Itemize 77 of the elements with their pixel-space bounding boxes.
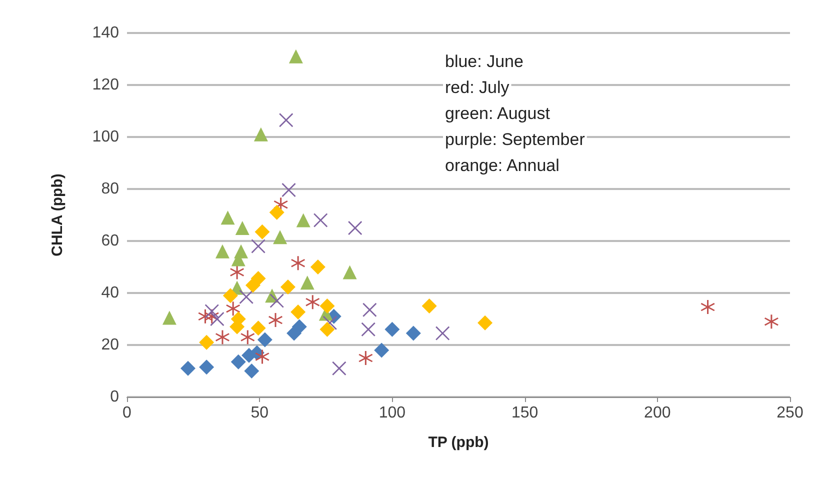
point [478, 315, 493, 330]
point [215, 330, 230, 344]
point [764, 314, 778, 329]
point [244, 364, 260, 378]
y-tick-label: 40 [101, 284, 120, 302]
point [204, 304, 219, 318]
point [254, 224, 270, 240]
point [250, 320, 266, 336]
point [310, 260, 326, 274]
point [422, 298, 437, 314]
point [348, 221, 362, 235]
point [199, 334, 214, 350]
annotation: blue: June [445, 52, 524, 71]
point [314, 213, 328, 228]
point [235, 221, 250, 235]
point [240, 330, 255, 344]
point [251, 239, 266, 254]
point [306, 295, 320, 310]
point [320, 298, 335, 314]
y-tick-label: 100 [92, 128, 120, 146]
point [296, 213, 310, 228]
point [288, 49, 303, 64]
point [436, 326, 450, 340]
y-tick-label: 20 [101, 336, 120, 354]
point [162, 310, 176, 325]
x-tick-label: 0 [122, 404, 132, 422]
x-tick-label: 50 [250, 404, 269, 422]
point [230, 265, 244, 280]
y-tick-label: 120 [92, 76, 120, 94]
point [300, 276, 314, 290]
y-tick-label: 60 [101, 232, 120, 250]
point [273, 230, 288, 244]
point [282, 183, 296, 198]
point [254, 127, 268, 142]
point [215, 244, 230, 258]
point [361, 322, 376, 336]
y-tick-label: 0 [110, 388, 120, 406]
x-tick-label: 100 [378, 404, 406, 422]
y-tick-label: 140 [92, 24, 120, 42]
annotation: red: July [445, 78, 510, 97]
point [290, 304, 306, 320]
x-tick-label: 250 [776, 404, 804, 422]
point [332, 361, 346, 376]
x-tick-label: 200 [644, 404, 671, 422]
point [342, 265, 357, 280]
point [245, 278, 260, 293]
point [210, 312, 224, 326]
point [374, 342, 390, 358]
y-axis-title: CHLA (ppb) [49, 174, 66, 256]
x-axis-title: TP (ppb) [428, 434, 489, 451]
point [362, 302, 377, 317]
annotation: orange: Annual [445, 156, 560, 175]
annotation: purple: September [445, 130, 586, 149]
point [230, 354, 246, 370]
point [255, 350, 270, 364]
point [239, 290, 254, 304]
point [279, 113, 294, 128]
point [220, 210, 235, 225]
point [257, 332, 272, 348]
point [292, 319, 307, 334]
point [291, 256, 306, 270]
point [358, 351, 373, 365]
annotation: green: August [445, 104, 550, 123]
point [406, 326, 421, 341]
point [384, 322, 400, 337]
point [280, 280, 296, 295]
point [270, 294, 284, 308]
point [199, 360, 214, 375]
x-tick-label: 150 [511, 404, 538, 422]
point [222, 288, 238, 304]
point [268, 313, 283, 328]
point [320, 322, 335, 337]
point [700, 300, 715, 314]
point [269, 204, 284, 220]
point [226, 302, 240, 316]
y-tick-label: 80 [101, 180, 120, 198]
point [180, 360, 196, 376]
